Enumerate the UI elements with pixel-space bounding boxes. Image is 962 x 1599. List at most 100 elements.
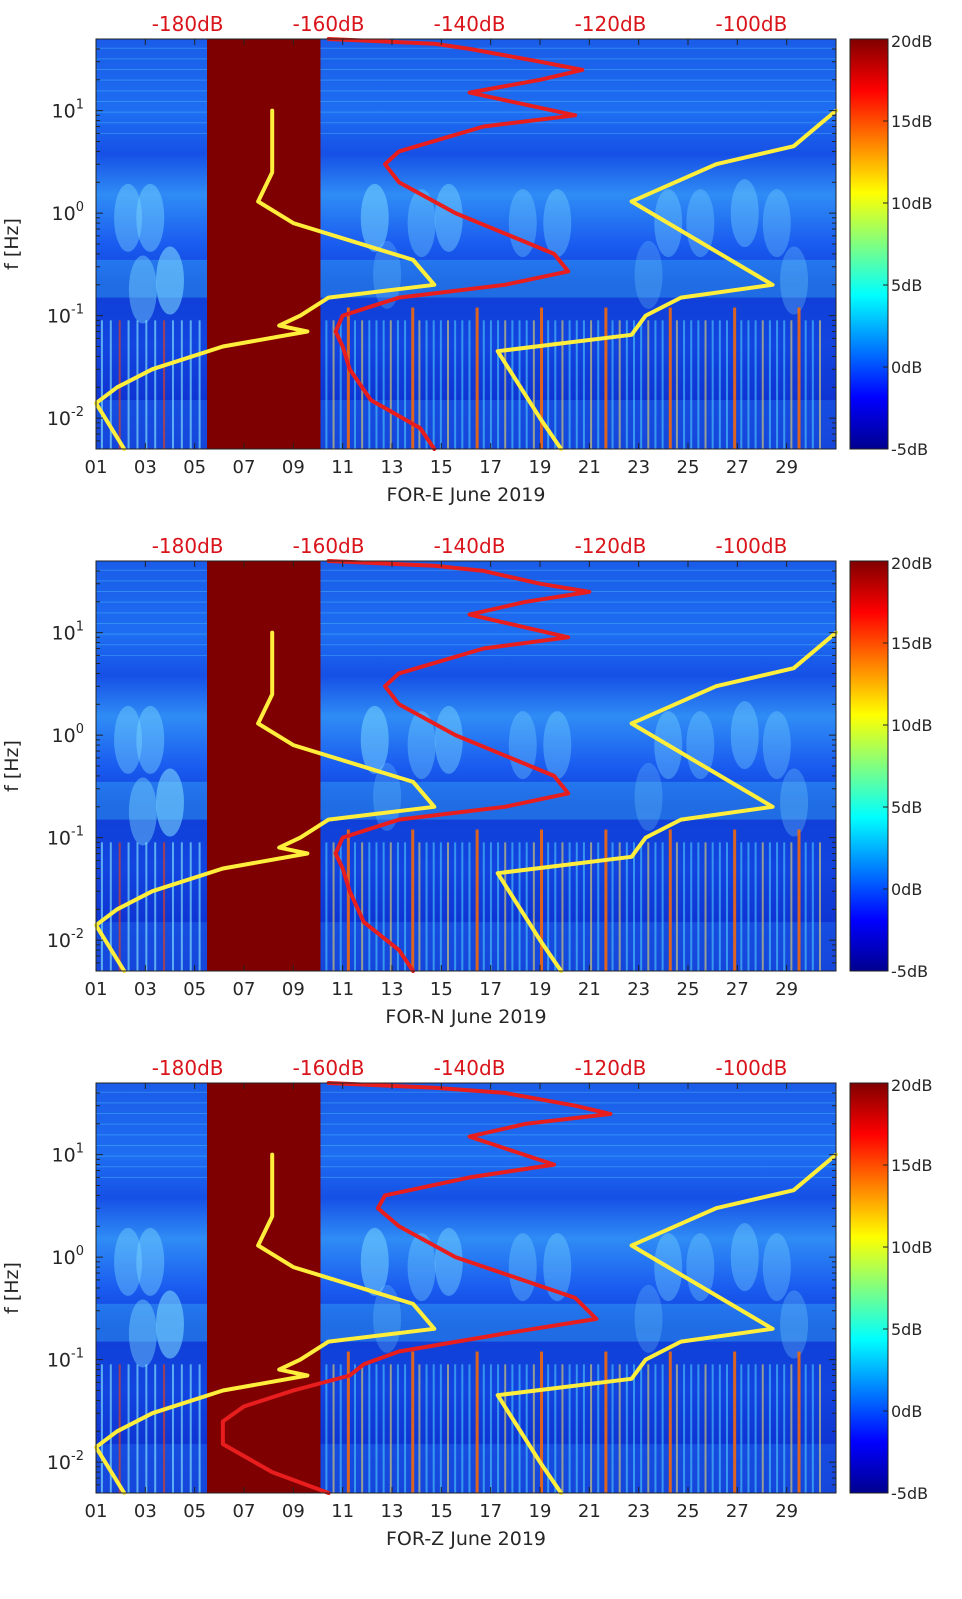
transient-stripe [675,842,678,971]
x-tick-label: 27 [726,1501,749,1522]
x-tick-label: 21 [578,1501,601,1522]
signal-blob [360,183,389,252]
transient-stripe [768,842,771,971]
transient-stripe [711,842,714,971]
transient-stripe [127,842,130,971]
x-tick-label: 27 [726,457,749,478]
transient-stripe [747,1364,750,1493]
x-tick-label: 03 [134,457,157,478]
transient-stripe [668,829,672,971]
x-tick-label: 15 [430,457,453,478]
transient-stripe [776,1364,779,1493]
y-tick-base: 10 [52,623,76,645]
transient-stripe [797,829,801,971]
x-tick-label: 03 [134,979,157,1000]
top-db-label: -100dB [716,1056,788,1080]
transient-stripe [439,320,442,449]
transient-stripe [525,320,528,449]
colorbar-label: -5dB [891,440,928,459]
colorbar-label: 15dB [891,634,933,653]
signal-blob [434,183,463,252]
transient-stripe [489,1364,492,1493]
transient-stripe [618,320,621,449]
transient-stripe [354,1364,357,1493]
transient-stripe [361,1364,364,1493]
x-tick-label: 07 [233,979,256,1000]
transient-stripe [468,842,471,971]
signal-blob [156,768,184,837]
transient-stripe [511,1364,514,1493]
y-tick-base: 10 [52,203,76,225]
transient-stripe [718,842,721,971]
transient-stripe [163,1364,166,1493]
y-tick-exponent: 1 [76,98,84,113]
x-tick-label: 11 [331,979,354,1000]
data-gap-block [207,561,321,971]
transient-stripe [818,320,821,449]
transient-stripe [145,1364,148,1493]
transient-stripe [776,320,779,449]
transient-stripe [100,320,103,449]
y-tick-base: 10 [52,1145,76,1167]
transient-stripe [690,320,693,449]
y-tick-base: 10 [47,1452,71,1474]
x-tick-label: 21 [578,457,601,478]
data-gap-block [207,1083,321,1493]
transient-stripe [382,842,385,971]
x-tick-label: 01 [85,457,108,478]
transient-stripe [404,842,407,971]
transient-stripe [704,1364,707,1493]
transient-stripe [761,1364,764,1493]
transient-stripe [632,320,635,449]
transient-stripe [368,1364,371,1493]
transient-stripe [568,320,571,449]
y-tick-base: 10 [47,306,71,328]
transient-stripe [339,320,342,449]
transient-stripe [804,842,807,971]
x-tick-label: 13 [381,1501,404,1522]
y-tick-exponent: 0 [76,722,84,737]
colorbar-label: 20dB [891,1076,933,1095]
transient-stripe [697,320,700,449]
colorbar-label: 10dB [891,194,933,213]
signal-blob [156,1290,184,1359]
transient-stripe [790,320,793,449]
transient-stripe [482,1364,485,1493]
transient-stripe [704,842,707,971]
transient-stripe [718,1364,721,1493]
transient-stripe [504,842,507,971]
x-tick-label: 21 [578,979,601,1000]
x-tick-label: 05 [183,1501,206,1522]
transient-stripe [396,320,399,449]
transient-stripe [783,842,786,971]
y-tick-base: 10 [47,828,71,850]
transient-stripe [711,1364,714,1493]
transient-stripe [575,842,578,971]
colorbar-label: 10dB [891,1238,933,1257]
transient-stripe [461,842,464,971]
signal-blob [762,1233,791,1302]
noise-spectrum-curve [220,1081,613,1495]
transient-stripe [163,320,166,449]
transient-stripe [611,1364,614,1493]
y-axis-label: f [Hz] [1,740,23,792]
x-tick-label: 27 [726,979,749,1000]
transient-stripe [668,1351,672,1493]
signal-blob [780,246,809,315]
colorbar-label: 15dB [891,112,933,131]
transient-stripe [690,842,693,971]
transient-stripe [568,842,571,971]
transient-stripe [332,320,335,449]
transient-stripe [611,842,614,971]
signal-blob [136,1227,165,1296]
transient-stripe [547,320,550,449]
top-db-label: -100dB [716,534,788,558]
transient-stripe [783,1364,786,1493]
transient-stripe [597,320,600,449]
colorbar [850,1083,888,1493]
transient-stripe [489,842,492,971]
transient-stripe [811,1364,814,1493]
top-db-label: -180dB [152,12,224,36]
signal-blob [128,1299,157,1368]
